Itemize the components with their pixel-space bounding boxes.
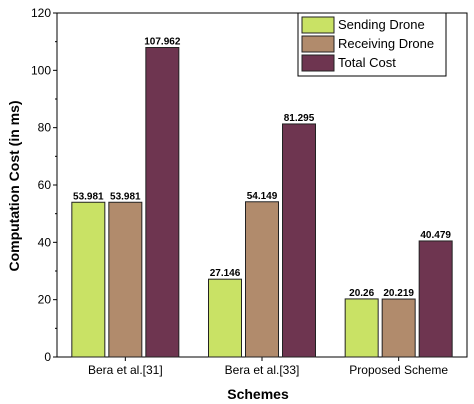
y-axis-ticks: 0 20 40 60 80 100 120 (31, 6, 57, 364)
data-label: 27.146 (210, 268, 241, 279)
data-label: 107.962 (144, 37, 181, 48)
bar (344, 298, 379, 358)
legend-swatch (301, 35, 335, 53)
y-tick-label: 20 (38, 293, 52, 307)
bar (381, 298, 416, 358)
data-label: 40.479 (420, 230, 451, 241)
bar (108, 201, 143, 358)
legend: Sending Drone Receiving Drone Total Cost (297, 12, 447, 77)
y-tick-label: 40 (38, 235, 52, 249)
bar (145, 47, 180, 358)
x-axis-title: Schemes (227, 386, 289, 402)
bar (418, 240, 453, 358)
data-label: 20.219 (383, 288, 414, 299)
data-label: 81.295 (284, 113, 315, 124)
legend-entry-label: Sending Drone (338, 17, 425, 32)
bar (71, 201, 106, 358)
x-tick-label: Bera et al.[31] (88, 363, 163, 377)
y-tick-label: 0 (44, 350, 51, 364)
bar (208, 278, 242, 358)
data-labels: 53.981 53.981 107.962 27.146 54.149 81.295 20.… (73, 37, 451, 300)
legend-swatch (301, 16, 335, 34)
legend-swatch (301, 54, 335, 72)
y-axis-title: Computation Cost (in ms) (6, 100, 22, 271)
y-tick-label: 100 (31, 63, 51, 77)
data-label: 53.981 (73, 191, 104, 202)
y-tick-label: 60 (38, 178, 52, 192)
x-tick-label: Bera et al.[33] (225, 363, 300, 377)
data-label: 20.26 (349, 288, 374, 299)
bar (245, 201, 279, 358)
legend-entry-label: Total Cost (338, 55, 396, 70)
x-tick-label: Proposed Scheme (349, 363, 448, 377)
data-label: 53.981 (110, 191, 141, 202)
x-axis-ticks: Bera et al.[31] Bera et al.[33] Proposed S… (88, 357, 448, 377)
bars (71, 47, 453, 358)
y-tick-label: 120 (31, 6, 51, 20)
legend-entry-label: Receiving Drone (338, 36, 434, 51)
y-tick-label: 80 (38, 121, 52, 135)
bar (282, 123, 316, 358)
data-label: 54.149 (247, 191, 278, 202)
